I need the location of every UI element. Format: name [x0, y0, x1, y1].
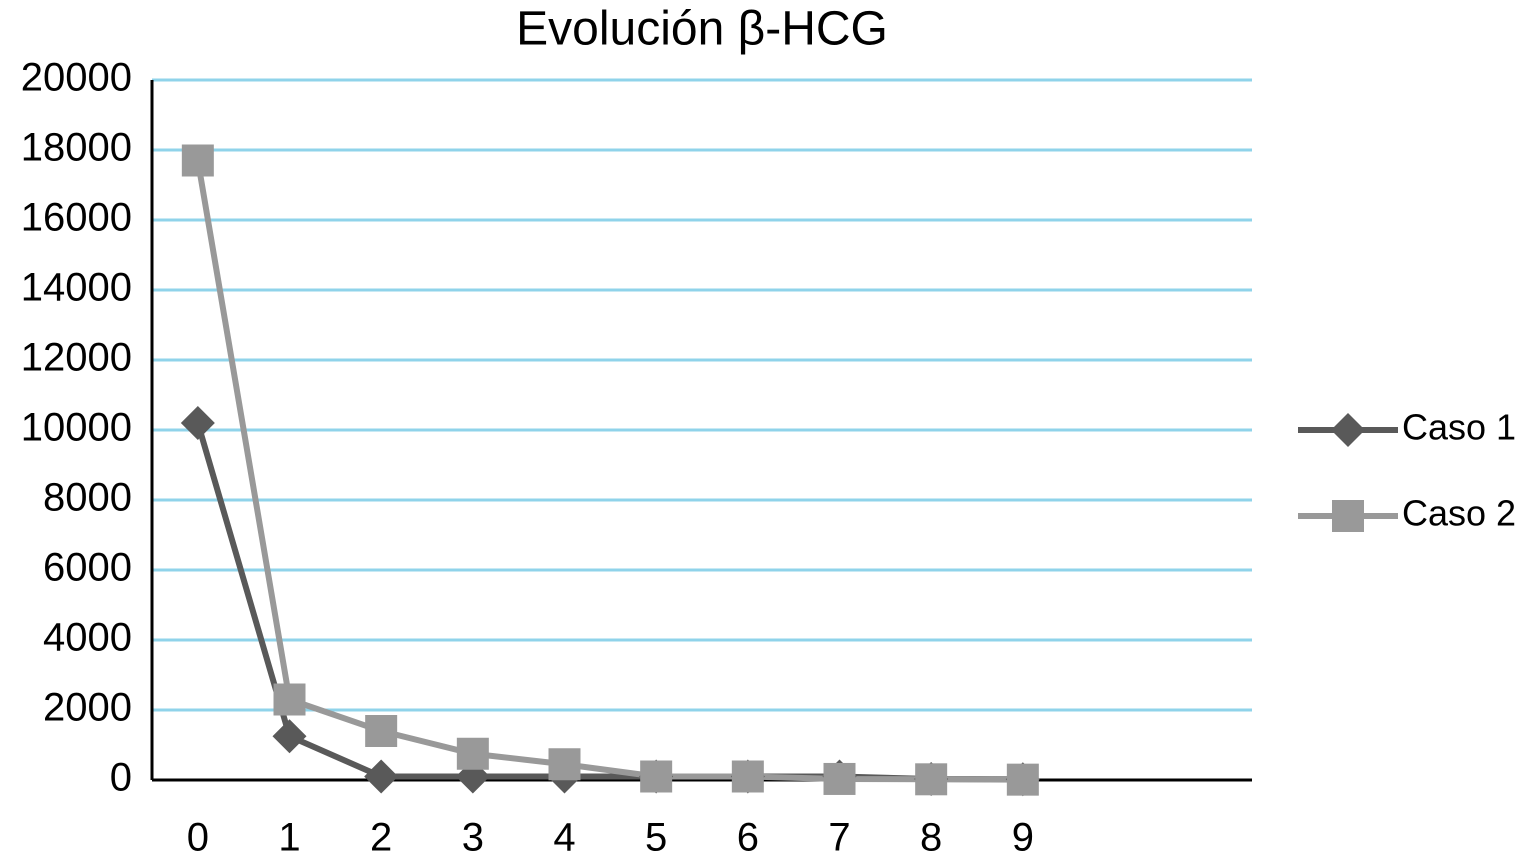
chart-title: Evolución β-HCG: [516, 3, 888, 56]
series-line: [194, 422, 1023, 783]
marker: [1006, 763, 1039, 796]
y-tick-label: 20000: [21, 56, 132, 100]
legend-label: Caso 2: [1402, 493, 1516, 534]
y-tick-label: 18000: [21, 126, 132, 170]
y-tick-label: 16000: [21, 196, 132, 240]
x-tick-label: 6: [737, 816, 759, 860]
x-tick-label: 7: [828, 816, 850, 860]
marker: [456, 737, 489, 770]
marker: [181, 144, 214, 177]
y-tick-label: 14000: [21, 266, 132, 310]
x-tick-label: 8: [920, 816, 942, 860]
marker: [823, 762, 856, 795]
x-tick-label: 5: [645, 816, 667, 860]
x-tick-label: 3: [462, 816, 484, 860]
marker: [272, 719, 307, 754]
marker: [1331, 413, 1365, 447]
marker: [915, 763, 948, 796]
x-tick-label: 0: [187, 816, 209, 860]
marker: [180, 406, 215, 440]
marker: [1332, 500, 1364, 532]
x-tick-label: 9: [1012, 816, 1034, 860]
marker: [365, 715, 398, 747]
y-tick-label: 0: [110, 756, 132, 800]
y-tick-label: 10000: [21, 406, 132, 450]
legend-label: Caso 1: [1402, 407, 1516, 448]
y-tick-label: 6000: [43, 546, 132, 590]
y-tick-label: 4000: [43, 616, 132, 660]
marker: [548, 748, 581, 781]
marker: [640, 760, 673, 793]
y-tick-label: 12000: [21, 336, 132, 380]
marker: [731, 760, 764, 793]
marker: [364, 759, 399, 794]
marker: [273, 683, 306, 716]
x-tick-label: 4: [553, 816, 575, 860]
x-tick-label: 1: [278, 816, 300, 860]
x-tick-label: 2: [370, 816, 392, 860]
y-tick-label: 2000: [43, 686, 132, 730]
series-line: [194, 159, 1023, 783]
y-tick-label: 8000: [43, 476, 132, 520]
